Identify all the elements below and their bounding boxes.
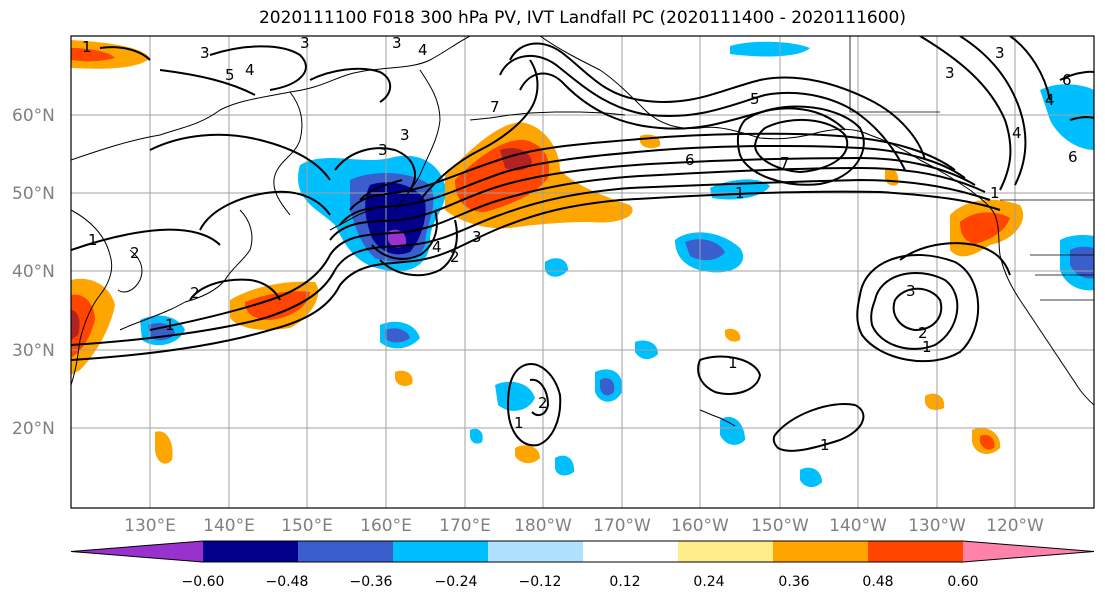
contour-label: 4 <box>245 61 255 79</box>
lon-label: 130°W <box>908 516 966 536</box>
contour-label: 1 <box>165 316 175 334</box>
contour-label: 1 <box>88 231 98 249</box>
colorbar-tick-label: −0.12 <box>519 574 562 590</box>
colorbar-segment <box>678 541 773 562</box>
lat-label: 40°N <box>12 262 55 282</box>
contour-label: 1 <box>735 184 745 202</box>
map-background <box>71 36 1094 508</box>
colorbar-segment <box>488 541 583 562</box>
contour-label: 1 <box>820 436 830 454</box>
colorbar-tick-label: 0.24 <box>693 574 724 590</box>
contour-label: 6 <box>1062 71 1072 89</box>
contour-label: 3 <box>392 34 402 52</box>
lon-label: 140°W <box>829 516 887 536</box>
lat-label: 20°N <box>12 419 55 439</box>
colorbar-tick-label: −0.36 <box>350 574 393 590</box>
colorbar-tick-label: −0.60 <box>182 574 225 590</box>
coastlines <box>71 36 1094 427</box>
contour-label: 4 <box>1012 124 1022 142</box>
colorbar-tick-label: −0.48 <box>266 574 309 590</box>
contour-label: 3 <box>945 64 955 82</box>
lat-label: 30°N <box>12 341 55 361</box>
colorbar-segments <box>70 540 1095 563</box>
lon-label: 150°W <box>751 516 809 536</box>
colorbar-tick-label: 0.60 <box>947 574 978 590</box>
contour-label: 3 <box>300 34 310 52</box>
lon-label: 160°W <box>671 516 729 536</box>
contour-label: 3 <box>906 282 916 300</box>
colorbar-segment <box>203 541 298 562</box>
contour-label: 7 <box>780 154 790 172</box>
lon-label: 180°W <box>514 516 572 536</box>
contour-label: 4 <box>418 41 428 59</box>
contour-label: 3 <box>995 44 1005 62</box>
colorbar-segment <box>393 541 488 562</box>
contour-label: 4 <box>432 238 442 256</box>
lon-label: 150°E <box>281 516 333 536</box>
contours <box>71 36 1094 452</box>
contour-label: 2 <box>190 284 200 302</box>
contour-label: 3 <box>378 141 388 159</box>
lat-label: 60°N <box>12 106 55 126</box>
colorbar-segment <box>963 541 1094 562</box>
lat-label: 50°N <box>12 184 55 204</box>
lon-label: 160°E <box>360 516 412 536</box>
contour-label: 5 <box>225 66 235 84</box>
lon-label: 130°E <box>124 516 176 536</box>
contour-label: 1 <box>82 38 92 56</box>
contour-label: 2 <box>450 248 460 266</box>
lon-label: 120°W <box>986 516 1044 536</box>
contour-label: 1 <box>922 338 932 356</box>
contour-label: 6 <box>685 151 695 169</box>
map-title: 2020111100 F018 300 hPa PV, IVT Landfall… <box>258 8 906 28</box>
contour-label: 1 <box>990 184 1000 202</box>
contour-label: 3 <box>400 126 410 144</box>
contour-label: 4 <box>1045 91 1055 109</box>
contour-label: 1 <box>728 354 738 372</box>
contour-label: 1 <box>514 414 524 432</box>
contour-label: 2 <box>130 244 140 262</box>
contour-label: 5 <box>750 90 760 108</box>
colorbar-segment <box>583 541 678 562</box>
colorbar-tick-label: 0.36 <box>778 574 809 590</box>
colorbar-segment <box>71 541 203 562</box>
contour-label: 6 <box>1068 148 1078 166</box>
lon-label: 140°E <box>203 516 255 536</box>
colorbar-segment <box>868 541 963 562</box>
lon-label: 170°W <box>593 516 651 536</box>
colorbar-segment <box>773 541 868 562</box>
map-frame <box>70 35 1095 509</box>
contour-label: 2 <box>538 394 548 412</box>
contour-labels: 3 4 5 3 3 4 3 3 7 4 2 3 1 2 2 1 1 5 7 6 … <box>82 34 1078 454</box>
contour-label: 3 <box>200 44 210 62</box>
contour-label: 3 <box>472 228 482 246</box>
latitude-labels: 60°N 50°N 40°N 30°N 20°N <box>12 106 55 439</box>
colorbar: −0.60 −0.48 −0.36 −0.24 −0.12 0.12 0.24 … <box>70 540 1095 590</box>
longitude-labels: 130°E 140°E 150°E 160°E 170°E 180°W 170°… <box>124 516 1044 536</box>
contour-label: 7 <box>490 98 500 116</box>
contour-label: 2 <box>918 324 928 342</box>
lon-label: 170°E <box>439 516 491 536</box>
colorbar-tick-label: −0.24 <box>435 574 478 590</box>
colorbar-segment <box>298 541 393 562</box>
colorbar-outline <box>70 540 1095 563</box>
colorbar-tick-label: 0.12 <box>609 574 640 590</box>
colorbar-tick-labels: −0.60 −0.48 −0.36 −0.24 −0.12 0.12 0.24 … <box>182 574 979 590</box>
colorbar-tick-label: 0.48 <box>862 574 893 590</box>
